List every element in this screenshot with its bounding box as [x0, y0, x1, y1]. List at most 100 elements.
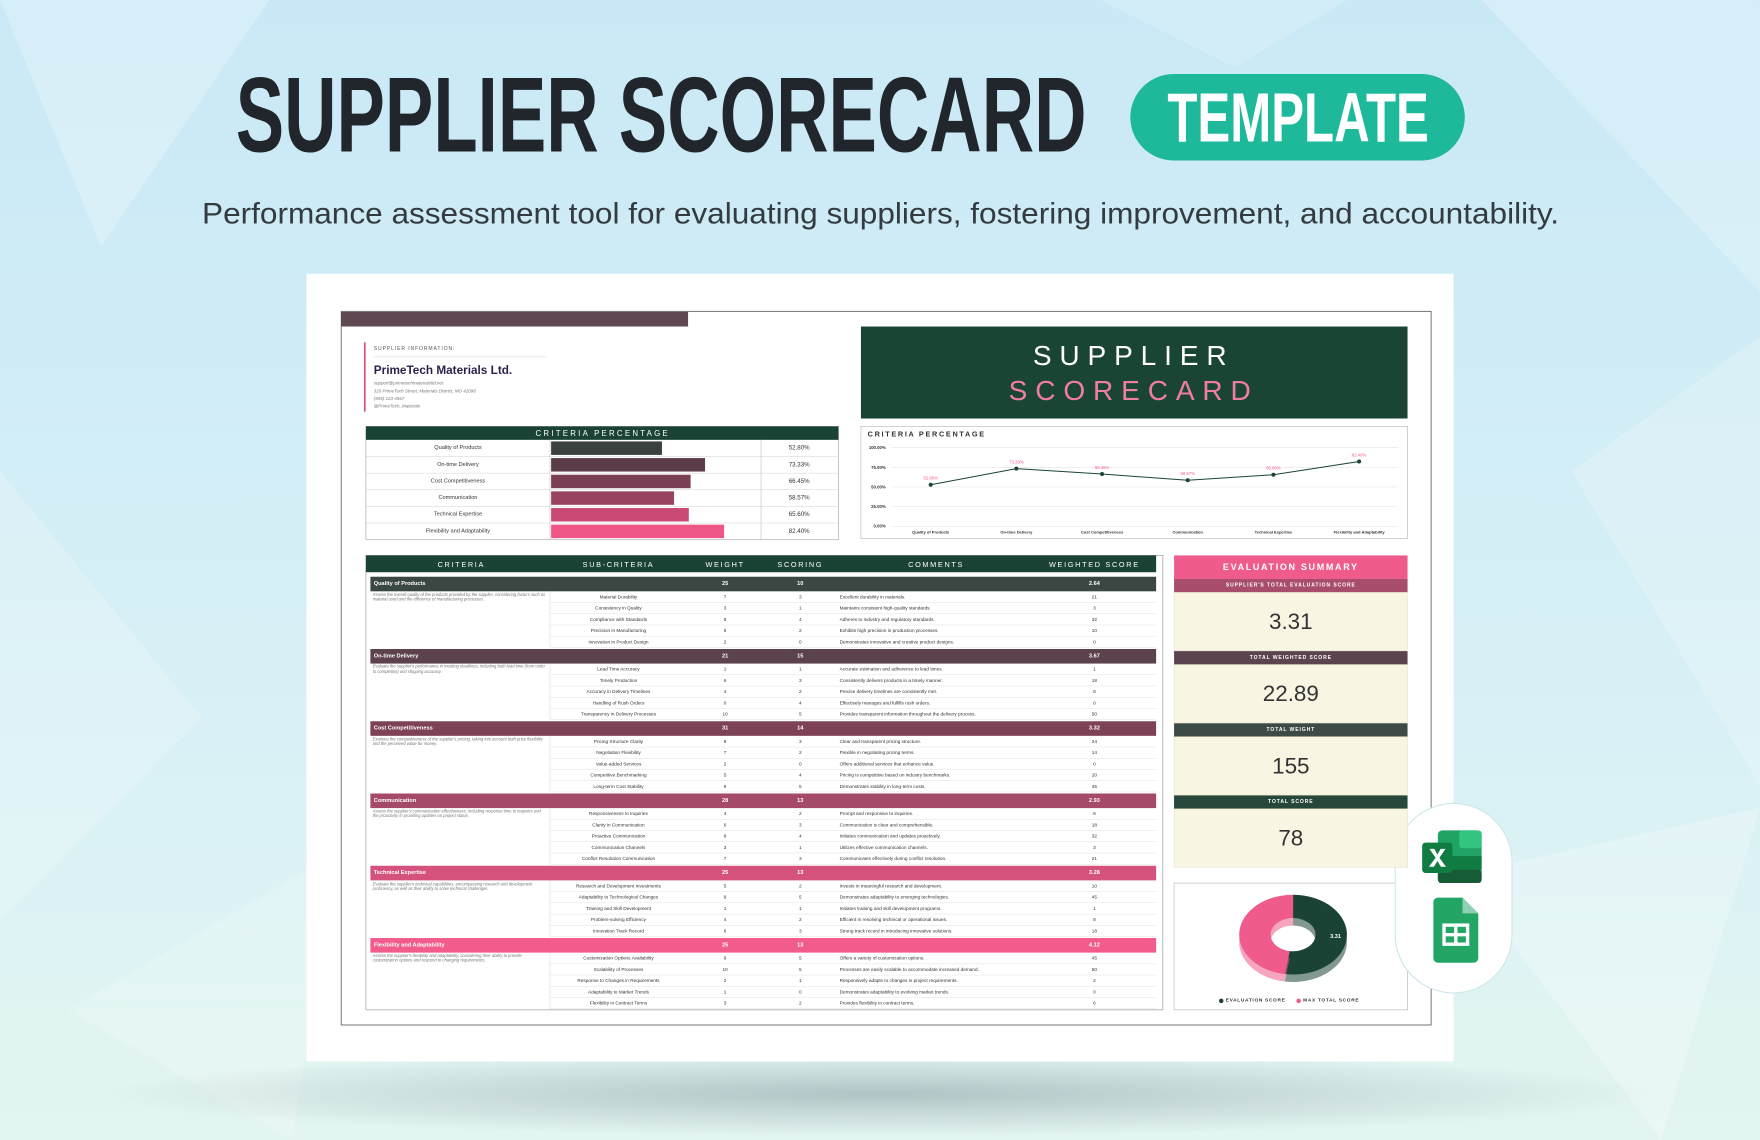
- sub-scoring: 1: [799, 606, 802, 611]
- criteria-value: 65.60%: [789, 511, 810, 518]
- criteria-name: Technical Expertise: [434, 512, 482, 518]
- sub-scoring: 4: [799, 834, 802, 839]
- data-label: 82.40%: [1352, 452, 1367, 457]
- sub-weighted: 1: [1093, 906, 1096, 911]
- sub-criteria: Competitive Benchmarking: [590, 773, 647, 778]
- sub-comment: Pricing is competitive based on industry…: [840, 773, 951, 778]
- group-description-box: Assess the overall quality of the produc…: [372, 592, 546, 602]
- data-label: 52.80%: [923, 476, 938, 481]
- sub-weighted: 14: [1092, 750, 1098, 755]
- main-table-header: [365, 555, 1157, 573]
- summary-band: [1174, 723, 1408, 737]
- main-table-frame: [365, 555, 1164, 1011]
- y-tick-label: 25.00%: [871, 504, 886, 509]
- y-tick-label: 100.00%: [869, 445, 886, 450]
- summary-band: [1174, 578, 1408, 593]
- group-header: [370, 648, 1157, 664]
- sub-comment: Offers a variety of customization option…: [840, 956, 925, 961]
- summary-value: 3.31: [1269, 609, 1313, 634]
- sheets-icon: [1433, 897, 1479, 963]
- sub-weight: 5: [724, 773, 727, 778]
- group-description: Examine the competitiveness of the suppl…: [372, 736, 543, 747]
- legend-swatch: [1218, 998, 1224, 1004]
- sub-weight: 3: [724, 1001, 727, 1006]
- sub-criteria: Handling of Rush Orders: [593, 700, 645, 705]
- page-subtitle: Performance assessment tool for evaluati…: [202, 198, 1559, 230]
- donut-label: 3.31: [1330, 934, 1341, 940]
- group-description: Assess the overall quality of the produc…: [372, 592, 546, 602]
- sub-comment: Initiates training and skill development…: [840, 906, 942, 911]
- sub-comment: Excellent durability in materials.: [840, 594, 906, 599]
- sub-weighted: 24: [1092, 739, 1098, 744]
- criteria-value: 58.57%: [789, 495, 810, 502]
- sub-scoring: 4: [799, 700, 802, 705]
- sub-comment: Exhibits high precision in production pr…: [840, 628, 939, 633]
- summary-box: [1173, 664, 1408, 724]
- sub-weight: 8: [724, 617, 727, 622]
- card-shadow: [94, 1051, 1666, 1137]
- sub-weight: 9: [724, 895, 727, 900]
- group-weighted-score: 2.64: [1089, 581, 1101, 587]
- legend-label: MAX TOTAL SCORE: [1303, 997, 1359, 1003]
- group-description-box: Examine the competitiveness of the suppl…: [372, 736, 543, 747]
- sub-weighted: 6: [1093, 1001, 1096, 1006]
- group-weight: 25: [722, 870, 728, 876]
- sub-scoring: 3: [799, 928, 802, 933]
- sub-comment: Demonstrates adaptability to emerging te…: [840, 895, 950, 900]
- legend-swatch: [1296, 998, 1301, 1004]
- sub-criteria: Research and Development Investments: [576, 883, 662, 888]
- group-weighted-score: 3.32: [1089, 726, 1100, 732]
- criteria-value: 66.45%: [789, 478, 810, 485]
- sub-scoring: 4: [799, 617, 802, 622]
- sub-comment: Accurate estimation and adherence to lea…: [840, 667, 943, 672]
- sub-weighted: 20: [1092, 773, 1098, 778]
- sub-comment: Clear and transparent pricing structure.: [840, 739, 922, 744]
- sub-weighted: 8: [1093, 917, 1096, 922]
- sub-comment: Consistently delivers products in a time…: [840, 678, 943, 683]
- group-weight: 21: [722, 653, 728, 659]
- group-description: Assess the supplier's communication effe…: [372, 809, 541, 819]
- sub-weight: 8: [724, 739, 727, 744]
- sub-weighted: 18: [1092, 822, 1098, 827]
- legend-label: EVALUATION SCORE: [1226, 997, 1286, 1003]
- group-name: Cost Competitiveness: [374, 726, 433, 732]
- criteria-bar: [551, 458, 706, 472]
- sub-criteria: Value-added Services: [596, 761, 642, 766]
- column-header: CRITERIA: [438, 560, 485, 569]
- sub-comment: Precise delivery timelines are consisten…: [840, 689, 938, 694]
- group-description-box: Assess the supplier's communication effe…: [372, 809, 541, 819]
- series-point: [1014, 466, 1019, 471]
- page-title: SUPPLIER SCORECARD: [236, 54, 1087, 174]
- supplier-detail: (555) 123-4567: [374, 396, 405, 401]
- sub-scoring: 0: [799, 639, 802, 644]
- sub-comment: Provides flexibility in contract terms.: [840, 1001, 915, 1006]
- summary-value: 22.89: [1263, 681, 1319, 706]
- sub-weight: 2: [724, 761, 727, 766]
- x-tick-label: Cost Competitiveness: [1081, 529, 1124, 534]
- sub-weight: 4: [724, 689, 727, 694]
- sub-weight: 7: [724, 750, 727, 755]
- sub-criteria: Training and Skill Development: [586, 906, 652, 911]
- sub-scoring: 2: [799, 917, 802, 922]
- criteria-value: 73.33%: [789, 461, 810, 468]
- column-header: SUB-CRITERIA: [583, 560, 655, 569]
- sub-scoring: 2: [799, 811, 802, 816]
- criteria-value: 82.40%: [789, 528, 810, 535]
- sub-criteria: Lead Time Accuracy: [597, 667, 640, 672]
- criteria-bar: [551, 474, 691, 489]
- sub-weighted: 50: [1092, 712, 1098, 717]
- sheet-frame: [340, 310, 1432, 1026]
- summary-box: [1173, 736, 1408, 796]
- y-tick-label: 50.00%: [871, 484, 886, 489]
- sub-comment: Prompt and responsive to inquiries.: [840, 811, 914, 816]
- sub-weight: 2: [724, 639, 727, 644]
- sub-weight: 9: [724, 956, 727, 961]
- group-scoring: 15: [797, 653, 803, 659]
- sub-comment: Efficient in resolving technical or oper…: [840, 917, 948, 922]
- group-name: Quality of Products: [374, 581, 426, 587]
- summary-label: TOTAL WEIGHTED SCORE: [1250, 655, 1332, 661]
- sub-weighted: 0: [1093, 761, 1096, 766]
- group-weighted-score: 2.93: [1089, 798, 1100, 804]
- supplier-detail: support@primetechmaterialsltd.net: [374, 381, 444, 386]
